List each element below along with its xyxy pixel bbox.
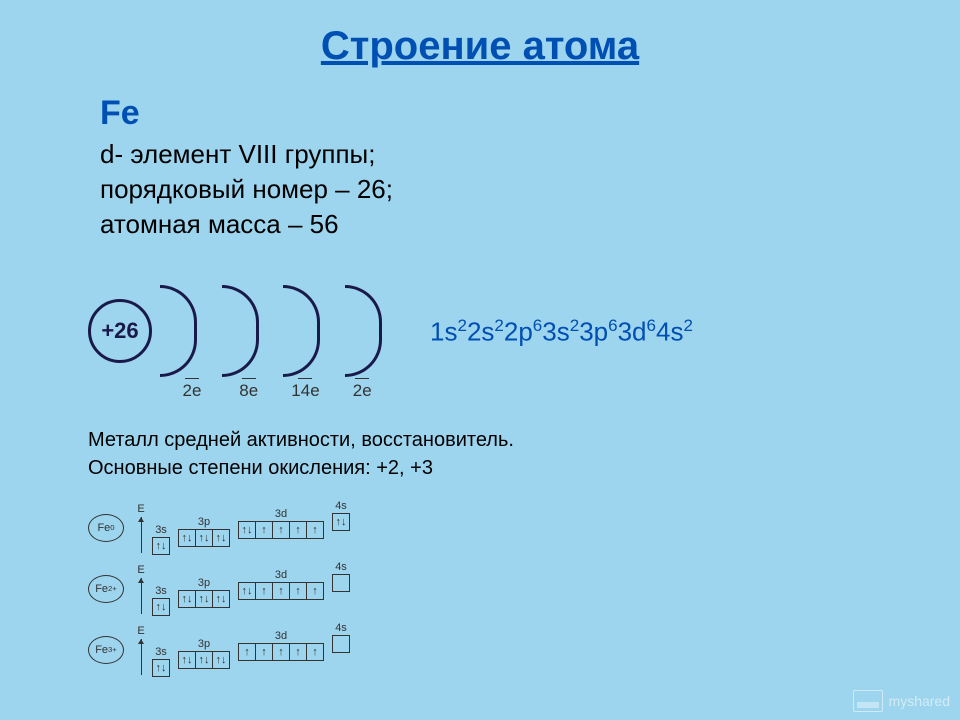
shell-label: 14e	[279, 381, 331, 401]
orbital-set: 3d↑↑↑↑↑	[238, 630, 324, 661]
info-line-1: порядковый номер – 26;	[100, 172, 920, 207]
orbital-box: ↑↓	[195, 529, 213, 547]
orbital-box: ↑↓	[212, 529, 230, 547]
orbital-box: ↑	[272, 521, 290, 539]
orbital-box: ↑↓	[152, 537, 170, 555]
content-block: Fe d- элемент VIII группы; порядковый но…	[100, 94, 920, 242]
description: Металл средней активности, восстановител…	[88, 426, 514, 482]
orbital-box: ↑	[255, 521, 273, 539]
orbital-box: ↑	[306, 521, 324, 539]
orbital-set: 3s↑↓	[152, 524, 170, 555]
orbital-box: ↑	[272, 643, 290, 661]
orbital-box: ↑↓	[212, 590, 230, 608]
energy-arrow: E	[134, 564, 148, 614]
ion-label: Fe3+	[88, 636, 124, 664]
watermark-icon	[853, 690, 883, 712]
orbital-label: 3p	[178, 516, 230, 528]
orbital-box: ↑	[272, 582, 290, 600]
shell-label: 2e	[166, 381, 218, 401]
orbital-box: ↑↓	[195, 651, 213, 669]
page-title: Строение атома	[0, 24, 960, 69]
orbital-set: 3p↑↓↑↓↑↓	[178, 516, 230, 547]
orbital-set: 4s	[332, 622, 350, 653]
orbital-label: 4s	[332, 561, 350, 573]
orbital-box: ↑	[289, 521, 307, 539]
energy-arrow: E	[134, 625, 148, 675]
orbital-label: 4s	[332, 500, 350, 512]
desc-line-1: Основные степени окисления: +2, +3	[88, 454, 514, 482]
nucleus: +26	[88, 299, 152, 363]
watermark: myshared	[853, 690, 950, 712]
orbital-label: 3d	[238, 630, 324, 642]
element-symbol: Fe	[100, 94, 920, 133]
desc-line-0: Металл средней активности, восстановител…	[88, 426, 514, 454]
orbital-box: ↑	[289, 582, 307, 600]
orbital-box: ↑↓	[152, 598, 170, 616]
orbital-box: ↑↓	[178, 529, 196, 547]
orbital-label: 3p	[178, 638, 230, 650]
orbital-set: 3p↑↓↑↓↑↓	[178, 638, 230, 669]
ion-label: Fe2+	[88, 575, 124, 603]
orbital-box: ↑↓	[332, 513, 350, 531]
orbital-box: ↑↓	[195, 590, 213, 608]
shell-diagram: +26 2e 8e 14e 2e	[88, 285, 402, 401]
orbital-box: ↑	[306, 643, 324, 661]
orbital-box: ↑↓	[178, 590, 196, 608]
shell-label: 8e	[223, 381, 275, 401]
orbital-box: ↑↓	[152, 659, 170, 677]
watermark-text: myshared	[889, 693, 950, 709]
shell-arc	[222, 285, 259, 377]
orbital-box: ↑↓	[238, 582, 256, 600]
orbital-set: 3d↑↓↑↑↑↑	[238, 508, 324, 539]
orbital-label: 3d	[238, 569, 324, 581]
orbital-set: 3d↑↓↑↑↑↑	[238, 569, 324, 600]
diagram-row: Fe0E3s↑↓3p↑↓↑↓↑↓3d↑↓↑↑↑↑4s↑↓	[88, 500, 358, 555]
energy-arrow: E	[134, 503, 148, 553]
orbital-box: ↑	[289, 643, 307, 661]
orbital-label: 4s	[332, 622, 350, 634]
diagram-row: Fe3+E3s↑↓3p↑↓↑↓↑↓3d↑↑↑↑↑4s	[88, 622, 358, 677]
info-line-0: d- элемент VIII группы;	[100, 137, 920, 172]
orbital-box: ↑	[306, 582, 324, 600]
shell-arcs	[160, 285, 401, 377]
orbital-box	[332, 635, 350, 653]
orbital-set: 3s↑↓	[152, 585, 170, 616]
shell-arc	[160, 285, 197, 377]
orbital-label: 3s	[152, 524, 170, 536]
orbital-box: ↑↓	[178, 651, 196, 669]
diagram-row: Fe2+E3s↑↓3p↑↓↑↓↑↓3d↑↓↑↑↑↑4s	[88, 561, 358, 616]
orbital-label: 3s	[152, 646, 170, 658]
orbital-box: ↑↓	[212, 651, 230, 669]
orbital-box: ↑	[255, 643, 273, 661]
orbital-set: 4s↑↓	[332, 500, 350, 531]
orbital-diagrams: Fe0E3s↑↓3p↑↓↑↓↑↓3d↑↓↑↑↑↑4s↑↓Fe2+E3s↑↓3p↑…	[88, 500, 358, 683]
orbital-box: ↑	[238, 643, 256, 661]
orbital-set: 3p↑↓↑↓↑↓	[178, 577, 230, 608]
ion-label: Fe0	[88, 514, 124, 542]
electron-configuration: 1s22s22p63s23p63d64s2	[430, 316, 693, 348]
shell-arc	[345, 285, 382, 377]
orbital-label: 3d	[238, 508, 324, 520]
orbital-box: ↑	[255, 582, 273, 600]
orbital-box	[332, 574, 350, 592]
shell-arc	[283, 285, 320, 377]
orbital-set: 4s	[332, 561, 350, 592]
orbital-label: 3p	[178, 577, 230, 589]
orbital-box: ↑↓	[238, 521, 256, 539]
info-line-2: атомная масса – 56	[100, 207, 920, 242]
orbital-set: 3s↑↓	[152, 646, 170, 677]
shell-labels: 2e 8e 14e 2e	[166, 381, 402, 401]
orbital-label: 3s	[152, 585, 170, 597]
shell-label: 2e	[336, 381, 388, 401]
